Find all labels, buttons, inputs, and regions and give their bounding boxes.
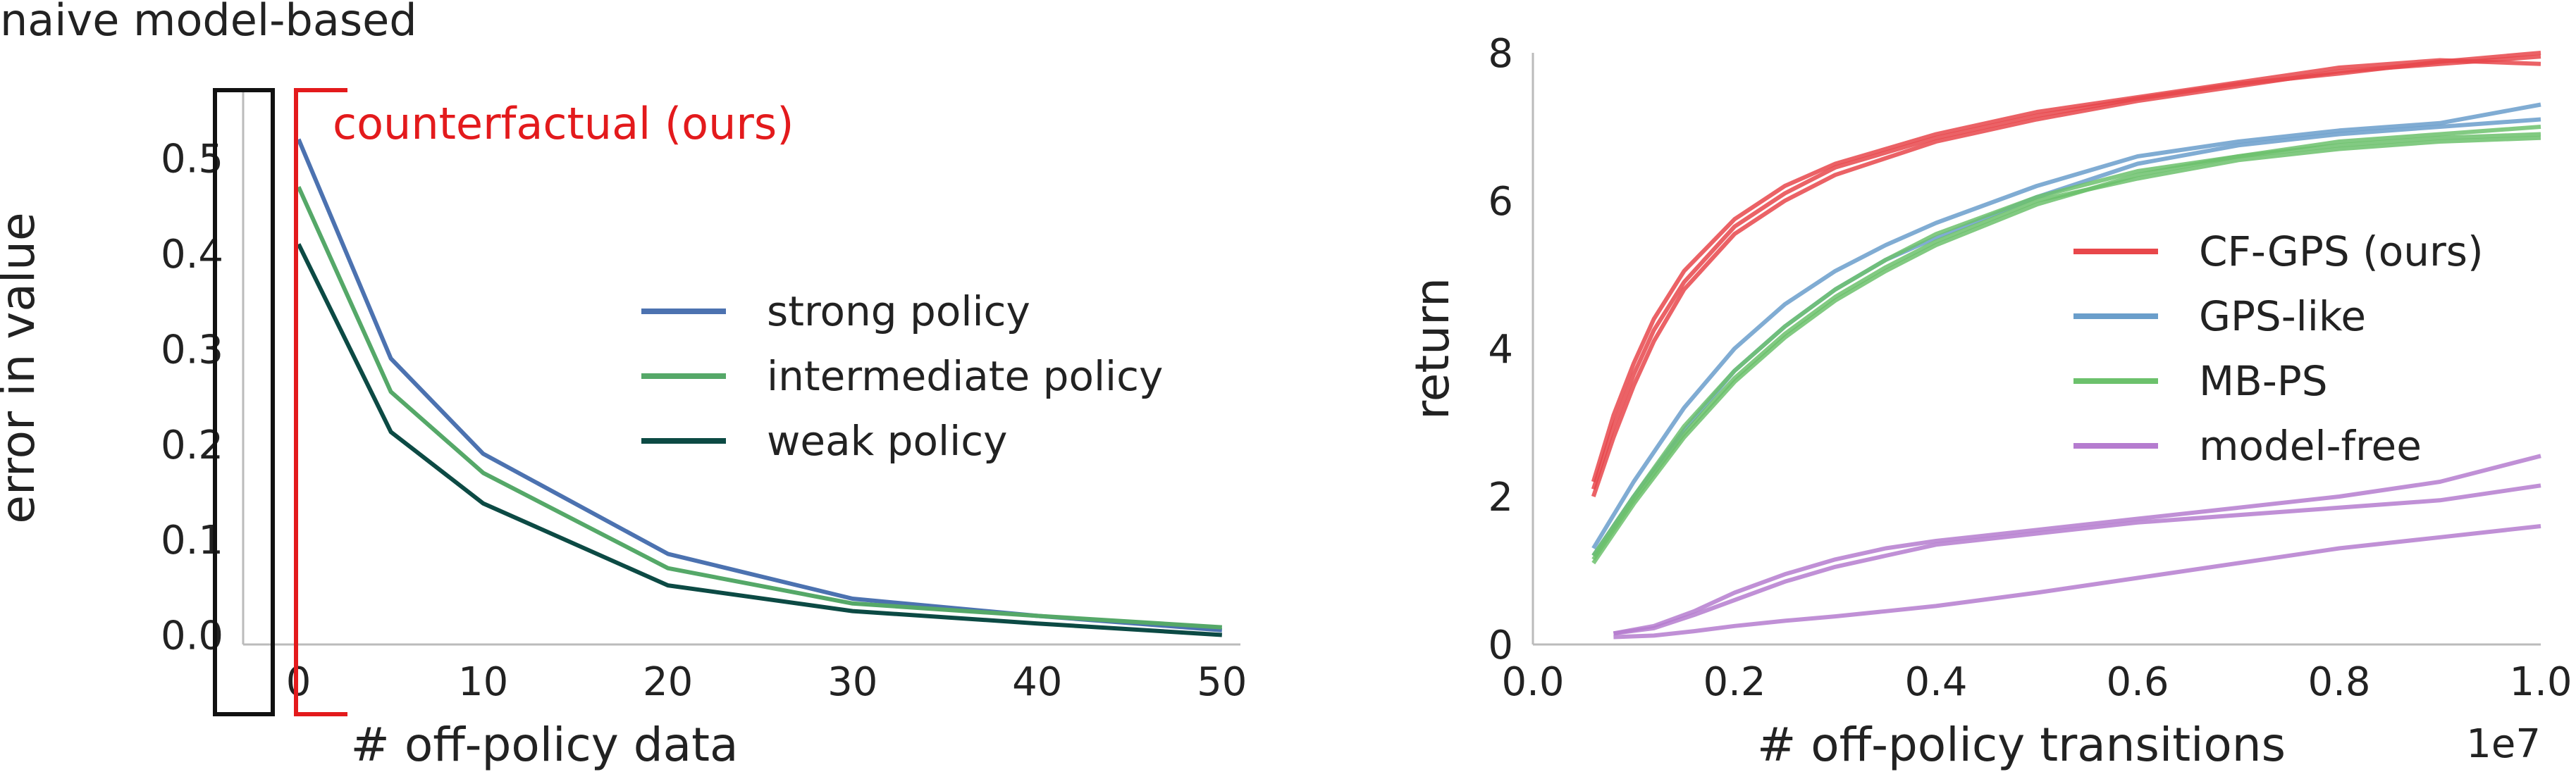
x-axis-label: # off-policy data — [351, 718, 739, 772]
series-line-cf-gps-ours — [1591, 58, 2541, 482]
left-chart-panel: 0.00.10.20.30.40.50 10 20 30 40 50# off-polic… — [0, 0, 1247, 772]
x-tick-label: 0.0 — [1501, 659, 1564, 705]
naive-model-based-label: naive model-based — [0, 0, 417, 46]
counterfactual-label: counterfactual (ours) — [333, 98, 794, 149]
series-line-model-free — [1613, 483, 2541, 636]
y-axis-label: error in value — [0, 212, 45, 523]
legend-label-cf-gps-ours: CF-GPS (ours) — [2199, 228, 2484, 275]
series-line-weak-policy — [296, 243, 1222, 637]
x-tick-label: 10 — [458, 659, 508, 705]
legend-label-weak-policy: weak policy — [767, 417, 1007, 465]
x-scale-factor-label: 1e7 — [2466, 721, 2541, 767]
x-tick-label: 0.8 — [2307, 659, 2370, 705]
series-line-gps-like — [1591, 102, 2541, 550]
series-line-cf-gps-ours — [1591, 51, 2541, 490]
series-line-mb-ps — [1591, 132, 2541, 557]
x-tick-label: 0.4 — [1904, 659, 1967, 705]
series-line-model-free — [1613, 454, 2541, 636]
y-tick-label: 0 — [1488, 623, 1513, 668]
series-line-mb-ps — [1591, 135, 2541, 561]
y-tick-label: 4 — [1488, 327, 1513, 373]
y-tick-label: 8 — [1488, 31, 1513, 77]
counterfactual-bracket — [294, 88, 347, 716]
y-axis-label: return — [1405, 278, 1460, 420]
y-tick-label: 2 — [1488, 475, 1513, 521]
legend-label-intermediate-policy: intermediate policy — [767, 352, 1163, 400]
series-line-model-free — [1613, 524, 2541, 640]
right-chart-panel: 0 2 4 6 8 0.0 0.2 0.4 0.6 0.8 1.0 # off-policy tran… — [1405, 31, 2572, 772]
legend-label-strong-policy: strong policy — [767, 287, 1030, 335]
x-tick-label: 0.6 — [2106, 659, 2169, 705]
legend-label-gps-like: GPS-like — [2199, 292, 2366, 340]
series-line-intermediate-policy — [296, 186, 1222, 630]
series-line-mb-ps — [1591, 125, 2541, 565]
legend-label-mb-ps: MB-PS — [2199, 357, 2328, 405]
x-tick-label: 1.0 — [2509, 659, 2572, 705]
x-tick-label: 30 — [827, 659, 877, 705]
x-tick-label: 20 — [643, 659, 693, 705]
series-line-gps-like — [1591, 117, 2541, 557]
x-axis-label: # off-policy transitions — [1757, 718, 2286, 772]
x-tick-label: 0 — [286, 659, 312, 705]
x-tick-label: 40 — [1012, 659, 1062, 705]
naive-model-based-box — [213, 88, 275, 716]
y-tick-label: 6 — [1488, 179, 1513, 225]
x-tick-label: 0.2 — [1703, 659, 1765, 705]
x-tick-label: 50 — [1197, 659, 1247, 705]
legend-label-model-free: model-free — [2199, 422, 2422, 470]
